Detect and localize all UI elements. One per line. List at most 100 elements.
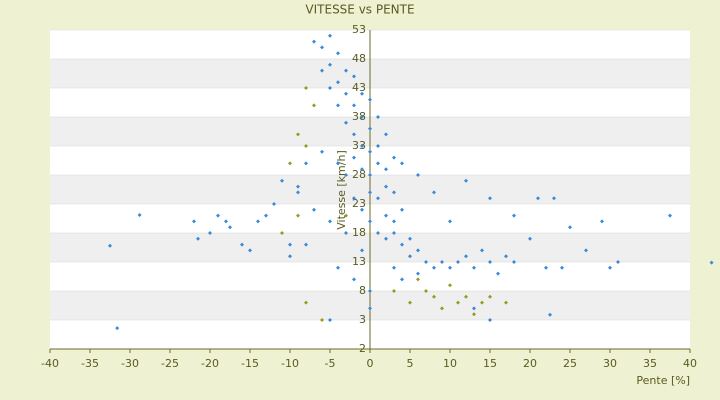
data-point bbox=[344, 173, 348, 177]
data-point bbox=[320, 149, 324, 154]
data-point bbox=[328, 33, 332, 38]
data-point bbox=[336, 161, 340, 166]
data-point bbox=[296, 184, 300, 189]
data-point bbox=[472, 265, 476, 270]
x-tick-label: 10 bbox=[443, 357, 457, 370]
data-point bbox=[320, 318, 324, 322]
data-point bbox=[448, 219, 452, 224]
chart-title: VITESSE vs PENTE bbox=[305, 3, 414, 17]
data-point bbox=[360, 207, 364, 212]
data-point bbox=[296, 132, 300, 137]
data-point bbox=[376, 231, 380, 235]
data-point bbox=[496, 271, 500, 276]
data-point bbox=[560, 265, 564, 270]
data-point bbox=[416, 173, 420, 177]
data-point bbox=[336, 265, 340, 270]
data-point bbox=[304, 161, 308, 166]
data-point bbox=[608, 265, 612, 270]
x-tick-label: -30 bbox=[121, 357, 139, 370]
data-point bbox=[360, 91, 364, 96]
data-point bbox=[392, 231, 396, 235]
data-point bbox=[400, 161, 404, 166]
y-tick-label: 23 bbox=[352, 197, 366, 210]
y-tick-label: 38 bbox=[352, 110, 366, 123]
data-point bbox=[352, 277, 356, 282]
data-point bbox=[280, 178, 284, 183]
data-point bbox=[408, 254, 412, 259]
data-point bbox=[392, 265, 396, 270]
data-point bbox=[568, 225, 572, 230]
data-point bbox=[304, 300, 308, 305]
x-tick-label: 35 bbox=[643, 357, 657, 370]
data-point bbox=[488, 294, 492, 299]
y-tick-label: 3 bbox=[359, 313, 366, 326]
data-point bbox=[600, 219, 604, 224]
data-point bbox=[240, 242, 244, 247]
data-point bbox=[512, 213, 516, 218]
data-point bbox=[344, 68, 348, 73]
data-point bbox=[448, 283, 452, 288]
data-point bbox=[432, 294, 436, 299]
data-point bbox=[552, 196, 556, 201]
data-point bbox=[344, 120, 348, 125]
data-point bbox=[709, 260, 714, 265]
data-point bbox=[336, 80, 340, 85]
data-point bbox=[472, 306, 476, 311]
data-point bbox=[504, 254, 508, 259]
x-tick-label: 30 bbox=[603, 357, 617, 370]
x-tick-label: -5 bbox=[325, 357, 336, 370]
y-tick-label: 43 bbox=[352, 81, 366, 94]
x-tick-label: 5 bbox=[407, 357, 414, 370]
data-point bbox=[432, 265, 436, 270]
data-point bbox=[400, 277, 404, 282]
data-point bbox=[344, 231, 348, 235]
data-point bbox=[228, 225, 232, 230]
x-tick-label: -20 bbox=[201, 357, 219, 370]
data-point bbox=[192, 219, 196, 224]
data-point bbox=[376, 144, 380, 148]
data-point bbox=[548, 312, 552, 317]
data-point bbox=[336, 51, 340, 56]
data-point bbox=[400, 242, 404, 247]
x-tick-label: 0 bbox=[367, 357, 374, 370]
data-point bbox=[288, 161, 292, 166]
data-point bbox=[616, 260, 620, 264]
y-tick-label: 8 bbox=[359, 284, 366, 297]
data-point bbox=[328, 62, 332, 67]
data-point bbox=[384, 236, 388, 241]
data-point bbox=[416, 277, 420, 282]
data-point bbox=[137, 213, 142, 218]
data-point bbox=[528, 236, 532, 241]
x-tick-label: -35 bbox=[81, 357, 99, 370]
data-point bbox=[304, 86, 308, 90]
data-point bbox=[216, 213, 220, 218]
data-point bbox=[304, 144, 308, 148]
data-point bbox=[464, 294, 468, 299]
data-point bbox=[360, 167, 364, 172]
data-point bbox=[480, 300, 484, 305]
data-point bbox=[480, 248, 484, 253]
data-point bbox=[224, 219, 228, 224]
data-point bbox=[360, 144, 364, 148]
data-point bbox=[544, 265, 548, 270]
data-point bbox=[384, 132, 388, 137]
y-axis-title: Vitesse [km/h] bbox=[335, 150, 348, 230]
x-tick-label: 40 bbox=[683, 357, 697, 370]
data-point bbox=[352, 155, 356, 160]
data-point bbox=[384, 213, 388, 218]
data-point bbox=[464, 178, 468, 183]
data-point bbox=[400, 207, 404, 212]
data-point bbox=[368, 289, 372, 293]
x-tick-label: -25 bbox=[161, 357, 179, 370]
y-tick-label: 28 bbox=[352, 168, 366, 181]
data-point bbox=[208, 231, 212, 235]
data-point bbox=[368, 219, 372, 224]
x-tick-label: 15 bbox=[483, 357, 497, 370]
data-point bbox=[424, 260, 428, 264]
data-point bbox=[304, 242, 308, 247]
y-tick-label: 53 bbox=[352, 23, 366, 36]
data-point bbox=[368, 97, 372, 102]
data-point bbox=[344, 91, 348, 96]
data-point bbox=[384, 184, 388, 189]
